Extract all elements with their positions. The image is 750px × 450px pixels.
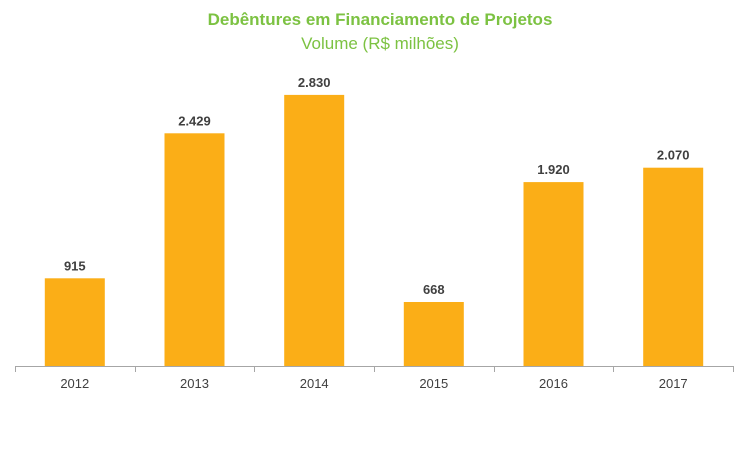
bar-2017	[643, 167, 704, 366]
x-axis	[15, 366, 734, 372]
data-label-2015: 668	[423, 282, 445, 297]
data-label-2017: 2.070	[657, 148, 690, 163]
x-tick-label-2015: 2015	[419, 376, 448, 391]
bar-2015	[403, 302, 464, 366]
data-label-2016: 1.920	[537, 162, 570, 177]
x-tick-label-2012: 2012	[60, 376, 89, 391]
category-labels-group: 2012 2013 2014 2015 2016 2017	[60, 376, 687, 391]
chart-title: Debêntures em Financiamento de Projetos	[207, 10, 553, 29]
x-tick-label-2013: 2013	[180, 376, 209, 391]
chart-subtitle: Volume (R$ milhões)	[301, 34, 459, 53]
bar-2016	[523, 182, 584, 366]
x-tick-label-2016: 2016	[539, 376, 568, 391]
bar-2012	[44, 278, 105, 366]
bar-2014	[284, 94, 345, 367]
bar-2013	[164, 133, 225, 366]
x-tick-label-2014: 2014	[300, 376, 329, 391]
x-tick-label-2017: 2017	[659, 376, 688, 391]
data-label-2014: 2.830	[298, 75, 331, 90]
value-labels-group: 915 2.429 2.830 668 1.920 2.070	[64, 75, 690, 297]
data-label-2013: 2.429	[178, 113, 211, 128]
bars-group	[44, 94, 704, 367]
data-label-2012: 915	[64, 258, 86, 273]
